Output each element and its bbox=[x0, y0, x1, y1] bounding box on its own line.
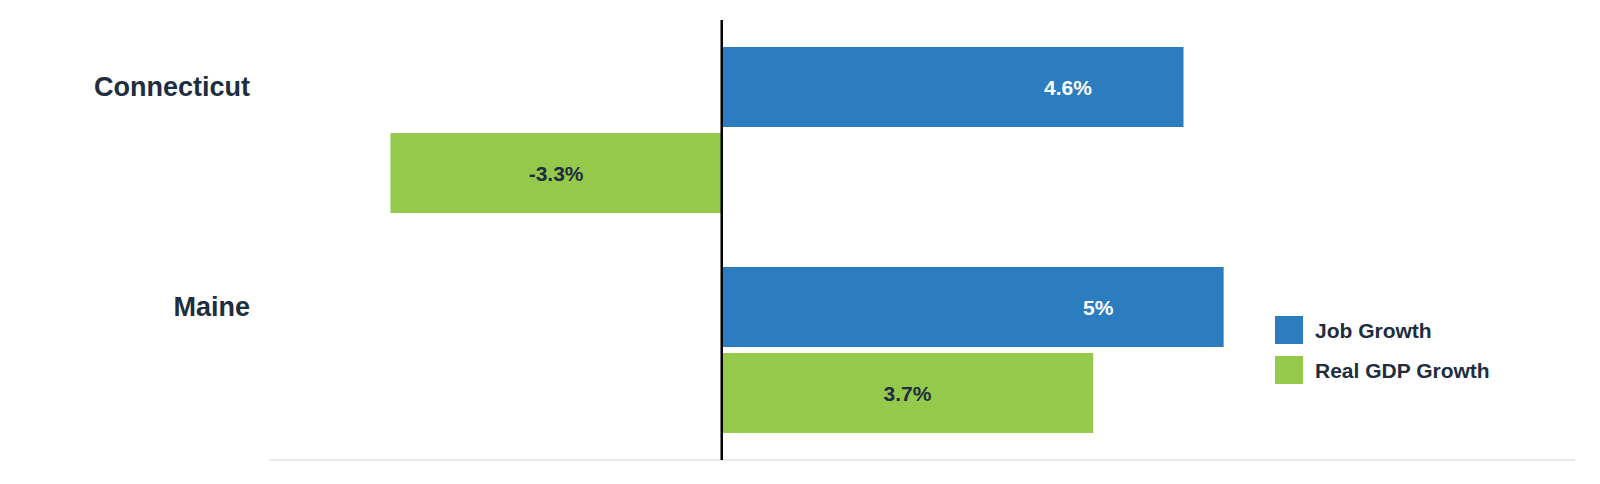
category-label: Connecticut bbox=[94, 72, 250, 102]
bar bbox=[722, 353, 1093, 433]
bars bbox=[390, 47, 1223, 433]
chart-container: 4.6% -3.3% Connecticut 5% 3.7% Maine Job Growt… bbox=[0, 0, 1600, 484]
bar bbox=[722, 47, 1184, 127]
x-range-line bbox=[270, 460, 1575, 461]
data-label: 5% bbox=[1083, 296, 1114, 319]
zero-axis bbox=[720, 20, 723, 460]
data-label: 4.6% bbox=[1044, 76, 1092, 99]
legend-swatch bbox=[1275, 356, 1303, 384]
data-label: 3.7% bbox=[884, 382, 932, 405]
legend-swatch bbox=[1275, 316, 1303, 344]
labels: 4.6% -3.3% Connecticut 5% 3.7% Maine bbox=[94, 72, 1114, 405]
legend-label: Real GDP Growth bbox=[1315, 359, 1490, 382]
legend-label: Job Growth bbox=[1315, 319, 1432, 342]
data-label: -3.3% bbox=[529, 162, 584, 185]
bar bbox=[722, 267, 1224, 347]
category-label: Maine bbox=[173, 292, 250, 322]
legend: Job Growth Real GDP Growth bbox=[1275, 316, 1490, 384]
bar bbox=[390, 133, 721, 213]
chart-svg: 4.6% -3.3% Connecticut 5% 3.7% Maine Job Growt… bbox=[0, 0, 1600, 484]
